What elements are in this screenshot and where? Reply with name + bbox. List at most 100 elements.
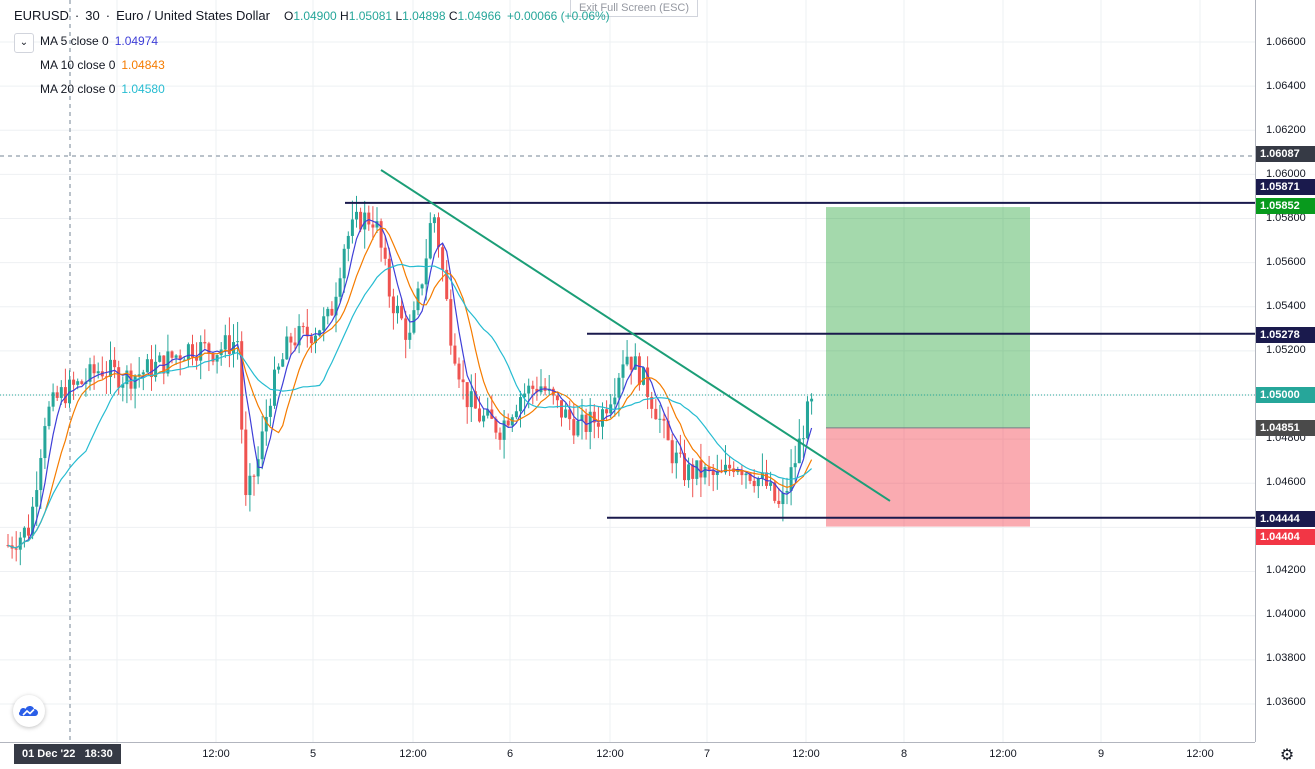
candle-body (535, 388, 539, 393)
high-value: 1.05081 (348, 9, 393, 23)
candle-body (396, 305, 399, 314)
candle-body (363, 212, 367, 230)
candle-body (355, 211, 358, 220)
exit-fullscreen-button[interactable]: Exit Full Screen (ESC) (570, 0, 699, 17)
candle-body (432, 217, 436, 224)
time-axis[interactable]: 12:00 5 12:00 6 12:00 7 12:00 8 12:00 9 … (0, 742, 1255, 769)
ma10-legend-row[interactable]: MA 10 close 0 1.04843 (40, 58, 165, 72)
ohlc-values: O1.04900 H1.05081 L1.04898 C1.04966 (284, 9, 501, 23)
ma5-line (7, 218, 813, 549)
candle-body (650, 396, 654, 409)
candle-body (449, 299, 453, 346)
candle-body (301, 326, 305, 328)
candle-body (724, 464, 727, 473)
loss-zone (826, 427, 1030, 527)
trendline (380, 169, 891, 502)
time-tick: 12:00 (399, 748, 427, 760)
candle-body (43, 426, 47, 459)
price-tick: 1.03800 (1266, 652, 1306, 664)
candle-body (350, 219, 354, 236)
close-value: 1.04966 (457, 9, 501, 23)
tradingview-logo-button[interactable] (13, 695, 45, 727)
candle-body (445, 269, 449, 300)
candle-body (531, 385, 535, 389)
candle-body (572, 419, 576, 436)
candle-body (797, 438, 801, 464)
candle-body (588, 411, 592, 432)
candle-body (322, 316, 326, 331)
candle-body (35, 490, 39, 507)
price-axis[interactable]: 1.06600 1.06400 1.06200 1.06000 1.05800 … (1255, 0, 1315, 742)
candle-body (428, 223, 432, 259)
candle-body (375, 221, 379, 228)
candle-body (264, 416, 268, 432)
candle-body (391, 296, 395, 314)
candle-body (359, 211, 363, 230)
low-value: 1.04898 (402, 9, 446, 23)
ma5-legend-row[interactable]: MA 5 close 0 1.04974 (40, 34, 158, 48)
candle-body (162, 355, 166, 374)
candle-body (473, 391, 477, 409)
candle-body (715, 471, 719, 476)
cursor-date: 01 Dec '22 (22, 748, 76, 760)
candle-body (174, 355, 178, 358)
candle-body (564, 409, 568, 418)
price-tick: 1.06000 (1266, 168, 1306, 180)
candle-body (314, 335, 317, 344)
candle-body (687, 464, 691, 481)
price-tick: 1.05800 (1266, 212, 1306, 224)
ma20-value: 1.04580 (121, 82, 165, 96)
candle-body (273, 369, 276, 406)
candle-body (338, 278, 342, 297)
candle-body (683, 453, 686, 481)
symbol-name[interactable]: EURUSD (14, 8, 69, 23)
candle-body (486, 409, 490, 416)
candle-body (248, 475, 252, 496)
ma20-legend-row[interactable]: MA 20 close 0 1.04580 (40, 82, 165, 96)
candle-body (244, 429, 248, 496)
symbol-description: Euro / United States Dollar (116, 8, 270, 23)
settings-gear-icon[interactable]: ⚙ (1279, 747, 1295, 764)
candle-body (51, 392, 55, 407)
candle-body (268, 405, 272, 417)
price-chart[interactable] (0, 0, 1255, 742)
open-label: O (283, 9, 294, 23)
candle-body (277, 366, 281, 370)
hline-price-tag: 1.05871 (1256, 179, 1315, 195)
chart-pane[interactable] (0, 0, 1255, 742)
candle-body (560, 400, 563, 418)
interval-label[interactable]: 30 (85, 8, 100, 23)
candle-body (498, 432, 502, 440)
candle-body (150, 359, 153, 378)
cloud-logo-icon (18, 706, 39, 716)
candle-body (711, 469, 715, 476)
candle-body (695, 460, 699, 479)
candle-body (22, 527, 26, 538)
candle-body (203, 342, 207, 344)
time-tick: 8 (900, 748, 908, 760)
candle-body (232, 342, 235, 355)
candle-body (281, 359, 285, 367)
candle-body (580, 414, 584, 421)
candle-body (617, 377, 621, 398)
candle-body (199, 342, 203, 361)
crosshair-price-tag: 1.06087 (1256, 146, 1315, 162)
candle-body (658, 418, 662, 420)
candle-body (133, 375, 137, 389)
ma10-line (7, 227, 813, 549)
candle-body (326, 308, 330, 317)
cursor-time: 18:30 (84, 748, 113, 760)
candle-body (806, 401, 809, 439)
candle-body (494, 418, 498, 433)
collapse-legend-button[interactable]: ⌄ (14, 33, 34, 53)
candle-body (223, 335, 227, 350)
candle-body (141, 372, 145, 375)
candle-body (416, 288, 420, 311)
candle-body (703, 467, 707, 478)
candle-body (568, 409, 572, 420)
time-tick: 6 (506, 748, 514, 760)
time-tick: 12:00 (596, 748, 624, 760)
candle-body (457, 363, 461, 380)
candle-body (305, 326, 309, 337)
candle-body (420, 284, 424, 289)
